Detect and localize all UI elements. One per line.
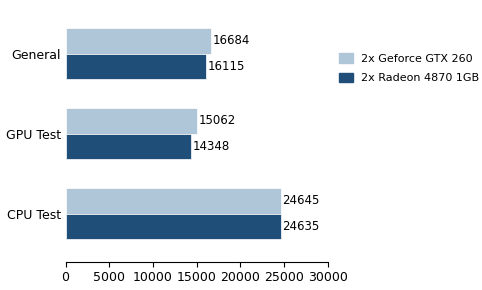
Bar — [66, 28, 212, 54]
Text: 24635: 24635 — [282, 220, 320, 233]
Legend: 2x Geforce GTX 260, 2x Radeon 4870 1GB: 2x Geforce GTX 260, 2x Radeon 4870 1GB — [336, 50, 482, 87]
Bar — [66, 54, 206, 79]
Bar — [66, 214, 281, 239]
Text: 16684: 16684 — [213, 34, 250, 47]
Bar — [66, 134, 191, 159]
Text: 24645: 24645 — [282, 194, 320, 207]
Text: 16115: 16115 — [208, 60, 245, 73]
Text: 15062: 15062 — [199, 114, 236, 127]
Text: 14348: 14348 — [192, 140, 230, 153]
Bar — [66, 108, 197, 134]
Bar — [66, 188, 281, 214]
